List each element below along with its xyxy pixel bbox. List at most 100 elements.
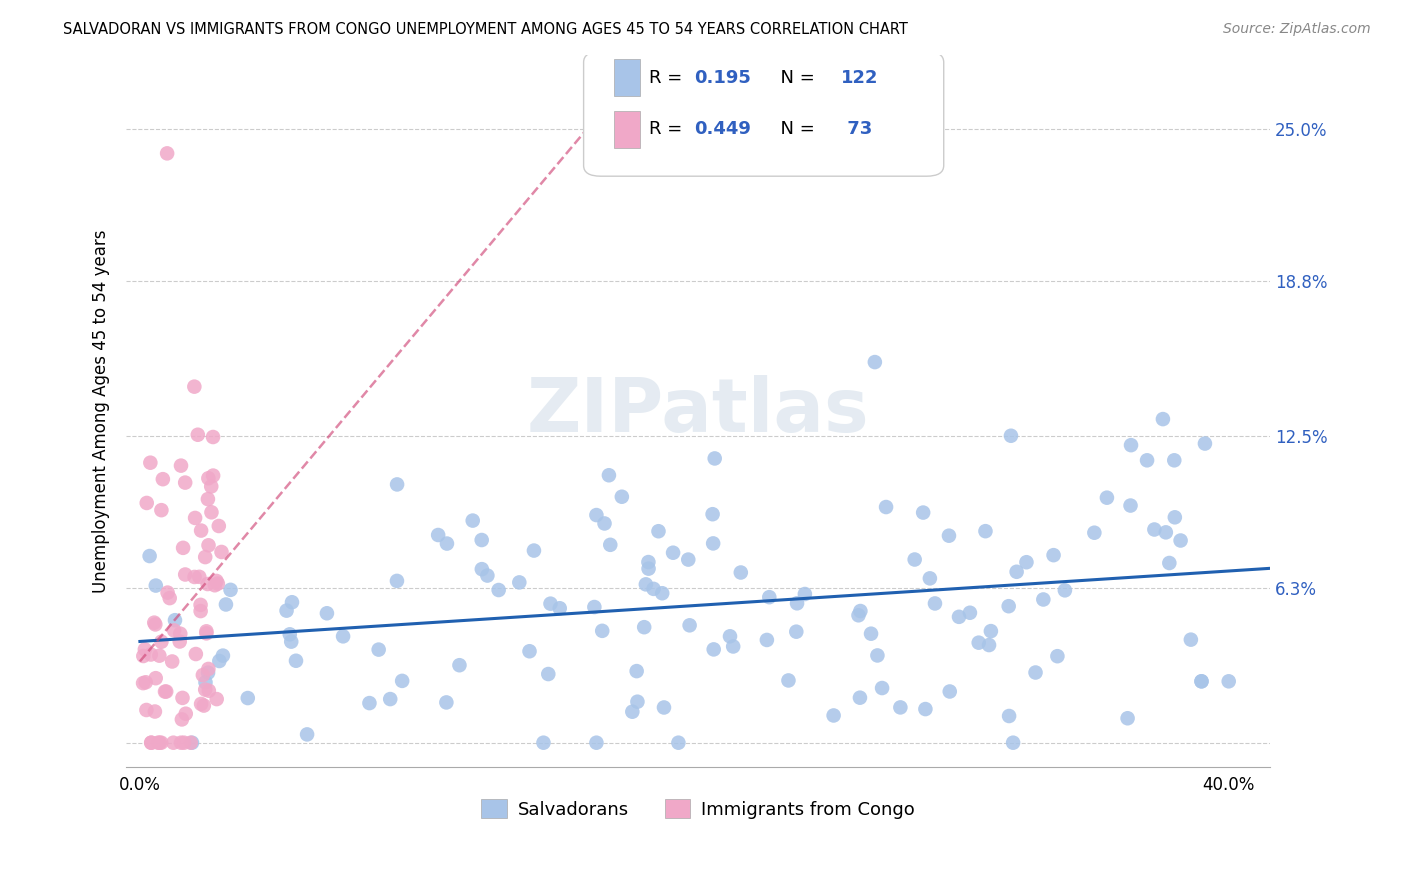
Text: 0.195: 0.195 (695, 69, 751, 87)
Point (184, 511, 207, 525)
Point (174, 567, 197, 582)
Point (194, 675, 217, 690)
Point (200, 479, 222, 493)
Text: R =: R = (648, 69, 688, 87)
Point (948, 610, 970, 624)
Point (537, 667, 560, 681)
Point (461, 514, 484, 528)
Point (190, 697, 212, 711)
Point (436, 536, 458, 550)
Point (170, 736, 193, 750)
Point (637, 555, 659, 569)
Point (181, 736, 204, 750)
Point (391, 673, 413, 688)
Point (367, 642, 389, 657)
Point (1119, 438, 1142, 452)
Point (197, 662, 219, 676)
Point (197, 577, 219, 591)
Text: N =: N = (769, 69, 820, 87)
Legend: Salvadorans, Immigrants from Congo: Salvadorans, Immigrants from Congo (474, 792, 922, 826)
Point (194, 682, 217, 697)
Point (1053, 583, 1076, 598)
Point (1046, 649, 1069, 664)
Point (1095, 491, 1118, 505)
Text: 73: 73 (841, 120, 872, 138)
Point (1170, 533, 1192, 548)
Point (180, 736, 202, 750)
Point (471, 533, 494, 547)
Point (212, 648, 235, 663)
Point (205, 692, 228, 706)
Text: Source: ZipAtlas.com: Source: ZipAtlas.com (1223, 22, 1371, 37)
Point (205, 574, 228, 588)
Point (1218, 674, 1240, 689)
Point (863, 355, 886, 369)
Point (285, 654, 308, 668)
Point (849, 690, 872, 705)
Point (477, 568, 499, 582)
Point (793, 587, 815, 601)
Point (160, 655, 183, 669)
Point (912, 506, 935, 520)
Point (860, 626, 883, 640)
Point (380, 692, 402, 706)
Point (150, 736, 173, 750)
Point (519, 644, 541, 658)
Point (132, 648, 155, 663)
Point (202, 468, 225, 483)
Point (1042, 548, 1064, 562)
Point (1180, 632, 1202, 647)
Point (193, 698, 215, 713)
Point (633, 620, 655, 634)
Point (295, 727, 318, 741)
Point (998, 709, 1021, 723)
Point (207, 576, 229, 591)
Point (316, 607, 339, 621)
Point (848, 608, 870, 623)
Point (918, 571, 941, 585)
Point (141, 736, 163, 750)
Point (585, 508, 607, 522)
Point (184, 647, 207, 661)
Point (678, 618, 700, 632)
Point (702, 536, 724, 550)
Text: 122: 122 (841, 69, 879, 87)
Point (332, 629, 354, 643)
Point (634, 577, 657, 591)
Point (703, 451, 725, 466)
Point (1143, 523, 1166, 537)
Point (236, 691, 259, 706)
Point (626, 664, 648, 678)
Point (1032, 592, 1054, 607)
Point (758, 590, 780, 604)
Point (156, 146, 179, 161)
Point (598, 468, 620, 483)
Point (1152, 412, 1174, 426)
Point (1191, 674, 1213, 689)
Point (1025, 665, 1047, 680)
Point (198, 683, 221, 698)
Point (134, 642, 156, 657)
Point (548, 601, 571, 615)
Point (139, 648, 162, 662)
Point (643, 582, 665, 596)
Point (208, 519, 231, 533)
Point (172, 541, 194, 555)
Point (1164, 510, 1187, 524)
Point (652, 700, 675, 714)
Point (281, 595, 304, 609)
Point (823, 708, 845, 723)
Point (938, 529, 960, 543)
Point (1154, 525, 1177, 540)
Point (194, 550, 217, 565)
Point (143, 617, 166, 632)
Y-axis label: Unemployment Among Ages 45 to 54 years: Unemployment Among Ages 45 to 54 years (93, 229, 110, 593)
Point (974, 524, 997, 538)
Point (889, 700, 911, 714)
Point (1194, 436, 1216, 450)
Point (610, 490, 633, 504)
FancyBboxPatch shape (614, 59, 640, 96)
Point (980, 624, 1002, 639)
Point (1015, 555, 1038, 569)
Point (150, 634, 173, 648)
